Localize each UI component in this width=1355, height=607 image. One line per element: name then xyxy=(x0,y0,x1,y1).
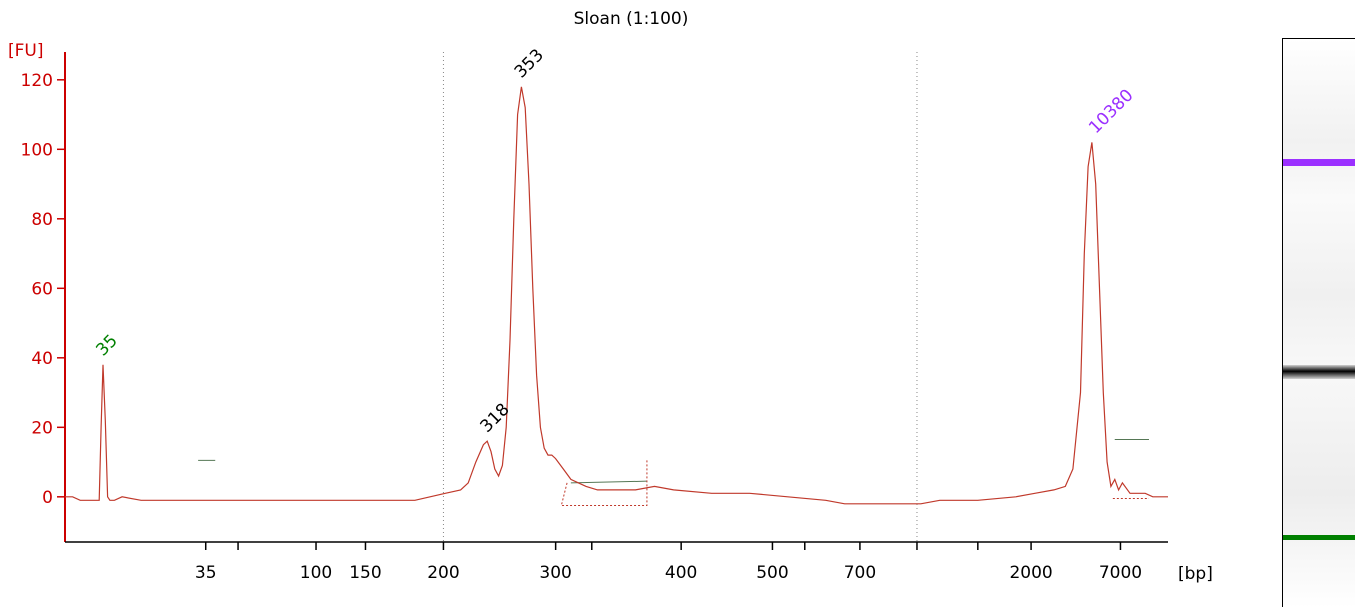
chart-title: Sloan (1:100) xyxy=(574,9,689,29)
x-tick-label: 300 xyxy=(539,563,571,583)
x-tick-label: 100 xyxy=(300,563,332,583)
x-axis-label: [bp] xyxy=(1178,564,1213,584)
x-tick-label: 7000 xyxy=(1099,563,1142,583)
y-axis-label: [FU] xyxy=(8,41,44,61)
peak-label: 10380 xyxy=(1085,85,1137,137)
series-layer xyxy=(65,86,1168,505)
peak-labels: 35 318 353 10380 xyxy=(92,45,1137,437)
electropherogram-plot: Sloan (1:100) [FU] [bp] 020406080100120 … xyxy=(8,9,1213,584)
peak-label: 353 xyxy=(511,45,548,82)
y-tick-label: 40 xyxy=(31,349,53,369)
y-tick-label: 120 xyxy=(21,71,53,91)
gel-lane xyxy=(1282,38,1355,607)
x-tick-label: 200 xyxy=(427,563,459,583)
grid-layer xyxy=(442,52,918,542)
x-ticks: 35 100 150 200 300 400 500 700 2000 7000 xyxy=(195,542,1142,583)
x-tick-label: 150 xyxy=(349,563,381,583)
peak-label: 318 xyxy=(477,400,514,437)
x-tick-label: 35 xyxy=(195,563,217,583)
peak-baselines xyxy=(198,438,1149,507)
gel-band-lower-marker xyxy=(1283,535,1355,540)
x-tick-label: 400 xyxy=(665,563,697,583)
y-tick-label: 20 xyxy=(31,418,53,438)
peak-353-integration-box xyxy=(560,458,648,507)
y-ticks: 0 20 40 60 80 100 120 xyxy=(21,71,65,508)
peak-label: 35 xyxy=(92,331,121,360)
y-tick-label: 80 xyxy=(31,210,53,230)
y-tick-label: 0 xyxy=(42,488,53,508)
peak-353-baseline xyxy=(570,480,647,484)
electropherogram-trace xyxy=(65,86,1168,505)
gel-band-upper-marker xyxy=(1283,159,1355,166)
x-tick-label: 500 xyxy=(756,563,788,583)
x-tick-label: 2000 xyxy=(1009,563,1052,583)
gel-band-main xyxy=(1283,365,1355,379)
x-tick-label: 700 xyxy=(844,563,876,583)
y-tick-label: 60 xyxy=(31,279,53,299)
y-tick-label: 100 xyxy=(21,140,53,160)
